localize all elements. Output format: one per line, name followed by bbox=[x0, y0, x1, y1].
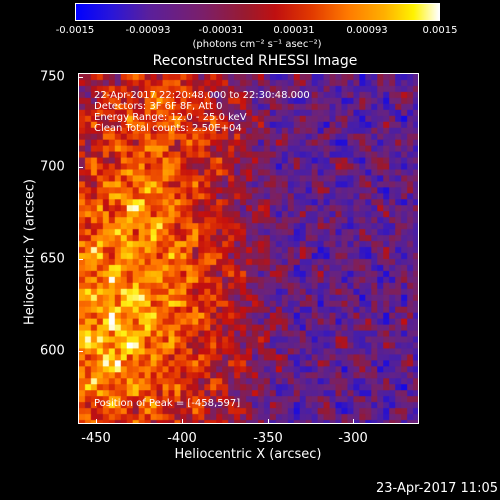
time-range-text: 22-Apr-2017 22:20:48.000 to 22:30:48.000 bbox=[94, 90, 310, 101]
colorbar-tick-label: 0.00031 bbox=[273, 25, 315, 36]
colorbar-tick-label: 0.00093 bbox=[346, 25, 388, 36]
colorbar bbox=[75, 3, 440, 21]
colorbar-tick-label: -0.00031 bbox=[198, 25, 244, 36]
x-tick-label: -300 bbox=[338, 431, 368, 446]
y-tick-mark bbox=[78, 77, 83, 78]
flux-map-image bbox=[79, 74, 418, 423]
y-tick-label: 600 bbox=[40, 343, 65, 359]
x-axis-label: Heliocentric X (arcsec) bbox=[174, 447, 322, 462]
x-tick-mark bbox=[268, 419, 269, 424]
x-tick-mark bbox=[353, 419, 354, 424]
y-tick-label: 650 bbox=[40, 251, 65, 267]
plot-title: Reconstructed RHESSI Image bbox=[152, 53, 358, 69]
x-tick-label: -450 bbox=[81, 431, 111, 446]
x-tick-label: -350 bbox=[253, 431, 283, 446]
colorbar-tick-label: -0.0015 bbox=[55, 25, 95, 36]
timestamp-label: 23-Apr-2017 11:05 bbox=[376, 481, 498, 496]
x-tick-mark bbox=[96, 419, 97, 424]
colorbar-tick-label: 0.0015 bbox=[422, 25, 458, 36]
image-plot-area: 22-Apr-2017 22:20:48.000 to 22:30:48.000… bbox=[78, 73, 419, 424]
peak-position-text: Position of Peak = [-458,597] bbox=[94, 398, 241, 409]
energy-range-text: Energy Range: 12.0 - 25.0 keV bbox=[94, 112, 247, 123]
y-tick-mark bbox=[78, 351, 83, 352]
x-tick-label: -400 bbox=[167, 431, 197, 446]
y-axis-label: Heliocentric Y (arcsec) bbox=[22, 179, 38, 325]
y-tick-mark bbox=[78, 167, 83, 168]
y-tick-label: 750 bbox=[40, 69, 65, 85]
colorbar-units-label: (photons cm⁻² s⁻¹ asec⁻²) bbox=[192, 39, 322, 50]
detectors-text: Detectors: 3F 6F 8F, Att 0 bbox=[94, 101, 223, 112]
x-tick-mark bbox=[182, 419, 183, 424]
y-tick-mark bbox=[78, 259, 83, 260]
clean-counts-text: Clean Total counts: 2.50E+04 bbox=[94, 123, 242, 134]
y-tick-label: 700 bbox=[40, 159, 65, 175]
colorbar-tick-label: -0.00093 bbox=[125, 25, 171, 36]
